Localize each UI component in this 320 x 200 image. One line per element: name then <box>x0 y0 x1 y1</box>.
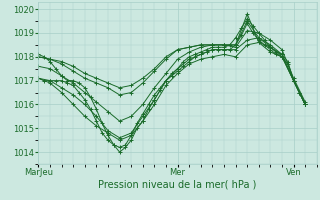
X-axis label: Pression niveau de la mer( hPa ): Pression niveau de la mer( hPa ) <box>99 180 257 190</box>
